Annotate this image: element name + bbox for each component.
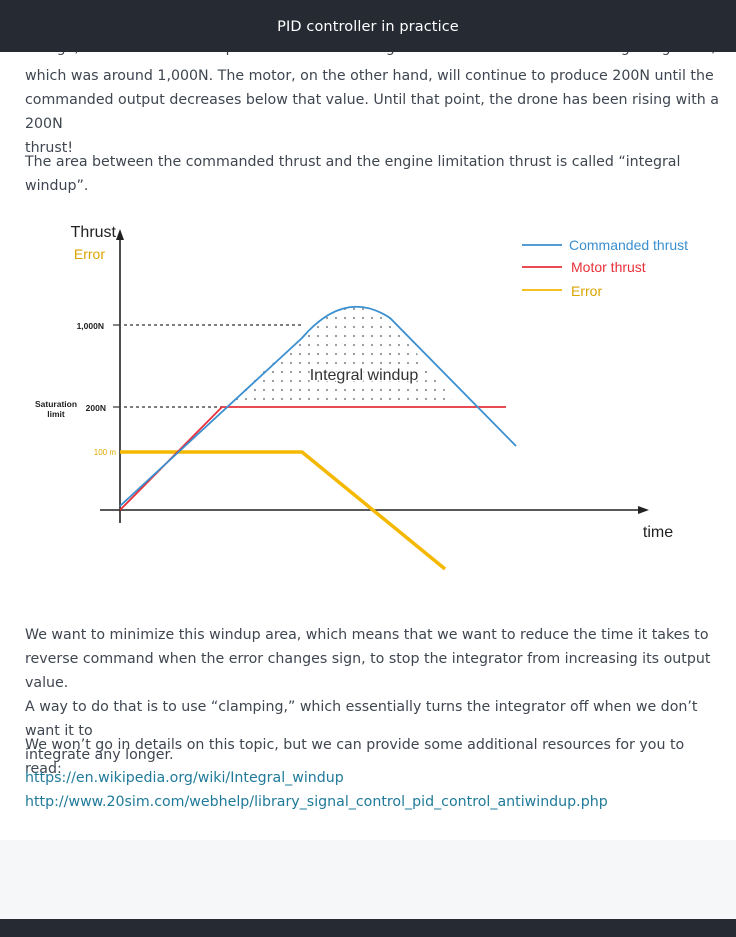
integral-windup-label: Integral windup (310, 367, 419, 384)
paragraph-1: which was around 1,000N. The motor, on t… (25, 64, 725, 160)
saturation-label-line2: limit (47, 409, 65, 419)
x-axis-label: time (643, 524, 673, 541)
paragraph-3-line: integrate any longer. (25, 747, 174, 763)
paragraph-3-line: A way to do that is to use “clamping,” w… (25, 699, 698, 739)
y-axis-arrow (116, 229, 124, 240)
windup-region (222, 306, 458, 407)
y-axis-label: Thrust (71, 224, 117, 241)
paragraph-3-line: We want to minimize this windup area, wh… (25, 627, 709, 643)
commanded-thrust-curve (119, 305, 517, 507)
saturation-label-line1: Saturation (35, 399, 77, 409)
link-wikipedia-integral-windup[interactable]: https://en.wikipedia.org/wiki/Integral_w… (25, 770, 344, 786)
legend: Commanded thrust Motor thrust Error (522, 237, 688, 299)
tick-label-100m: 100 m (94, 448, 117, 457)
paragraph-3-line: reverse command when the error changes s… (25, 651, 711, 691)
page-title: PID controller in practice (277, 19, 459, 35)
x-axis-arrow (638, 506, 649, 514)
paragraph-4: We won’t go in details on this topic, bu… (25, 737, 685, 777)
paragraph-1-line: thrust! (25, 140, 74, 156)
paragraph-3: We want to minimize this windup area, wh… (25, 623, 725, 767)
legend-label-motor: Motor thrust (571, 259, 646, 275)
top-bar: PID controller in practice (0, 0, 736, 52)
legend-label-error: Error (571, 283, 602, 299)
motor-thrust-curve (119, 406, 506, 511)
link-20sim-antiwindup[interactable]: http://www.20sim.com/webhelp/library_sig… (25, 794, 608, 810)
bottom-bar (0, 919, 736, 937)
paragraph-2: The area between the commanded thrust an… (25, 154, 681, 194)
error-curve (120, 450, 447, 571)
footer-area (0, 840, 736, 920)
tick-label-200: 200N (86, 403, 106, 413)
y-axis-sublabel: Error (74, 246, 105, 262)
integral-windup-diagram: Thrust Error 1,000N 200N Saturation limi… (35, 224, 688, 571)
tick-label-1000: 1,000N (77, 321, 104, 331)
paragraph-1-line: which was around 1,000N. The motor, on t… (25, 68, 714, 84)
legend-label-commanded: Commanded thrust (569, 237, 688, 253)
paragraph-1-line: commanded output decreases below that va… (25, 92, 719, 132)
